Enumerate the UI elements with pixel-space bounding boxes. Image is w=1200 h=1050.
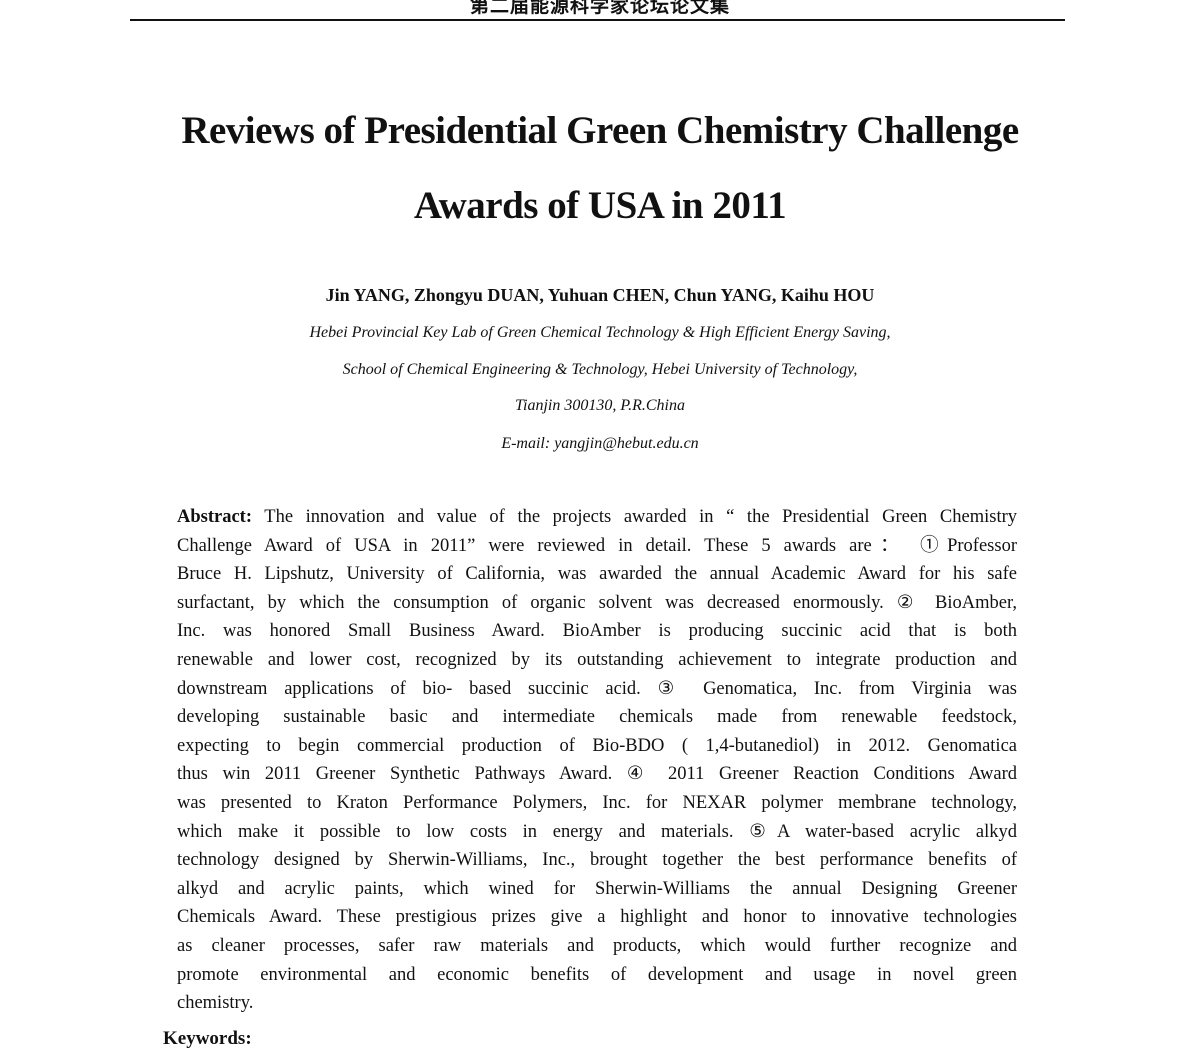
abstract-line: Challenge Award of USA in 2011” were rev… bbox=[177, 532, 1017, 561]
abstract-line: alkyd and acrylic paints, which wined fo… bbox=[177, 875, 1017, 904]
abstract-text: alkyd and acrylic paints, which wined fo… bbox=[177, 878, 1017, 899]
abstract-text: The innovation and value of the projects… bbox=[264, 507, 1017, 527]
abstract: Abstract: The innovation and value of th… bbox=[177, 503, 1017, 1018]
abstract-text: promote environmental and economic benef… bbox=[177, 964, 1017, 985]
keywords-label: Keywords: bbox=[163, 1028, 252, 1049]
abstract-text: expecting to begin commercial production… bbox=[177, 735, 1017, 756]
abstract-line: was presented to Kraton Performance Poly… bbox=[177, 789, 1017, 818]
abstract-label: Abstract: bbox=[177, 507, 253, 527]
abstract-line: as cleaner processes, safer raw material… bbox=[177, 932, 1017, 961]
abstract-text: which make it possible to low costs in e… bbox=[177, 821, 1017, 842]
abstract-line: chemistry. bbox=[177, 989, 1017, 1018]
email: E-mail: yangjin@hebut.edu.cn bbox=[501, 435, 699, 452]
abstract-line: downstream applications of bio- based su… bbox=[177, 675, 1017, 704]
abstract-line: thus win 2011 Greener Synthetic Pathways… bbox=[177, 760, 1017, 789]
abstract-text: renewable and lower cost, recognized by … bbox=[177, 649, 1017, 670]
authors: Jin YANG, Zhongyu DUAN, Yuhuan CHEN, Chu… bbox=[325, 285, 875, 305]
abstract-text: thus win 2011 Greener Synthetic Pathways… bbox=[177, 764, 1017, 785]
affiliation-line: Tianjin 300130, P.R.China bbox=[515, 397, 685, 414]
abstract-text: technology designed by Sherwin-Williams,… bbox=[177, 850, 1017, 871]
abstract-text: Chemicals Award. These prestigious prize… bbox=[177, 907, 1017, 928]
abstract-line: developing sustainable basic and interme… bbox=[177, 703, 1017, 732]
abstract-line: Abstract: The innovation and value of th… bbox=[177, 503, 1017, 532]
abstract-line: surfactant, by which the consumption of … bbox=[177, 589, 1017, 618]
paper-title-line-2: Awards of USA in 2011 bbox=[413, 184, 787, 227]
abstract-line: Inc. was honored Small Business Award. B… bbox=[177, 617, 1017, 646]
abstract-line: promote environmental and economic benef… bbox=[177, 961, 1017, 990]
abstract-line: Bruce H. Lipshutz, University of Califor… bbox=[177, 560, 1017, 589]
abstract-text: surfactant, by which the consumption of … bbox=[177, 592, 1017, 613]
abstract-text: chemistry. bbox=[177, 993, 254, 1014]
abstract-text: Challenge Award of USA in 2011” were rev… bbox=[177, 535, 1017, 556]
abstract-text: Bruce H. Lipshutz, University of Califor… bbox=[177, 564, 1017, 585]
abstract-line: expecting to begin commercial production… bbox=[177, 732, 1017, 761]
abstract-text: as cleaner processes, safer raw material… bbox=[177, 935, 1017, 956]
abstract-text: Inc. was honored Small Business Award. B… bbox=[177, 621, 1017, 642]
abstract-text: downstream applications of bio- based su… bbox=[177, 678, 1017, 699]
abstract-text: was presented to Kraton Performance Poly… bbox=[177, 792, 1017, 813]
abstract-text: developing sustainable basic and interme… bbox=[177, 707, 1017, 728]
header-rule bbox=[130, 19, 1065, 21]
running-header: 第二届能源科学家论坛论文集 bbox=[469, 0, 730, 17]
affiliation-line: School of Chemical Engineering & Technol… bbox=[342, 361, 858, 378]
paper-title-line-1: Reviews of Presidential Green Chemistry … bbox=[181, 109, 1019, 152]
affiliation-line: Hebei Provincial Key Lab of Green Chemic… bbox=[309, 324, 891, 341]
abstract-line: Chemicals Award. These prestigious prize… bbox=[177, 903, 1017, 932]
abstract-line: technology designed by Sherwin-Williams,… bbox=[177, 846, 1017, 875]
abstract-line: renewable and lower cost, recognized by … bbox=[177, 646, 1017, 675]
abstract-line: which make it possible to low costs in e… bbox=[177, 818, 1017, 847]
